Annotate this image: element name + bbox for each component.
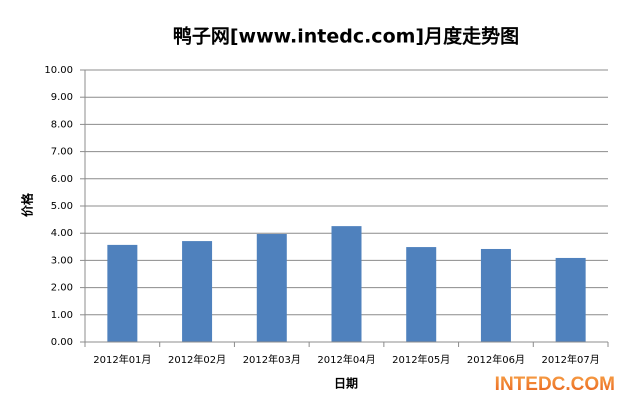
- y-tick-label: 4.00: [51, 228, 73, 239]
- bar: [480, 248, 511, 342]
- x-tick-label: 2012年07月: [542, 353, 600, 366]
- x-tick-label: 2012年03月: [243, 353, 301, 366]
- y-tick-label: 9.00: [51, 92, 73, 103]
- bar: [256, 234, 287, 342]
- y-tick-label: 1.00: [51, 310, 73, 321]
- bar: [406, 247, 437, 342]
- y-tick-label: 7.00: [51, 147, 73, 158]
- y-tick-label: 8.00: [51, 119, 73, 130]
- y-axis-title: 价格: [20, 192, 35, 217]
- y-tick-label: 2.00: [51, 283, 73, 294]
- chart-title: 鸭子网[www.intedc.com]月度走势图: [173, 25, 519, 48]
- x-tick-label: 2012年06月: [467, 353, 525, 366]
- x-tick-label: 2012年05月: [392, 353, 450, 366]
- bar: [331, 226, 362, 342]
- y-tick-label: 6.00: [51, 174, 73, 185]
- bar: [182, 241, 213, 342]
- x-tick-label: 2012年04月: [317, 353, 375, 366]
- y-tick-label: 3.00: [51, 255, 73, 266]
- x-axis-title: 日期: [334, 376, 358, 391]
- y-tick-label: 5.00: [51, 201, 73, 212]
- bar: [555, 257, 586, 342]
- x-tick-label: 2012年01月: [93, 353, 151, 366]
- watermark: INTEDC.COM: [495, 374, 615, 395]
- bar: [107, 244, 138, 342]
- y-tick-label: 10.00: [44, 65, 73, 76]
- x-tick-label: 2012年02月: [168, 353, 226, 366]
- y-tick-label: 0.00: [51, 337, 73, 348]
